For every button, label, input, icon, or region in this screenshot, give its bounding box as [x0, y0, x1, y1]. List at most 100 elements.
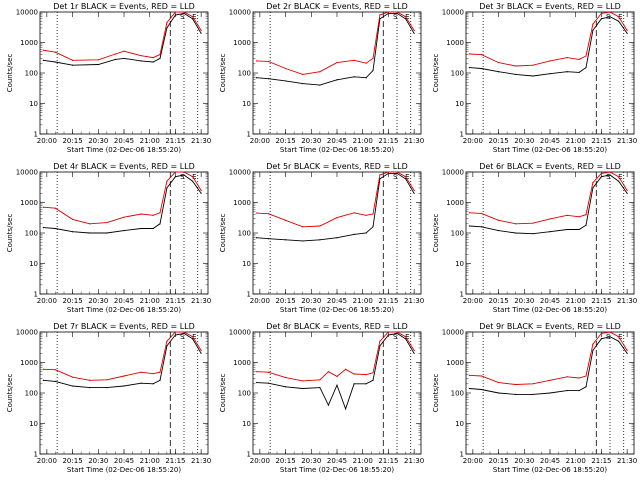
x-tick-label: 20:45 — [540, 137, 560, 145]
y-tick-label: 1000 — [233, 359, 251, 367]
y-tick-label: 10000 — [229, 169, 251, 177]
lld-series-line — [256, 11, 415, 75]
detector-panel: Det 7r BLACK = Events, RED = LLD 1 10 100 10… — [0, 320, 213, 480]
lld-point — [319, 379, 321, 381]
lld-point — [336, 216, 338, 219]
x-tick-label: 20:00 — [37, 137, 57, 145]
lld-point — [365, 374, 367, 376]
plot-frame — [465, 171, 635, 295]
lld-point — [183, 11, 185, 13]
y-tick-label: 10 — [455, 420, 464, 428]
events-series-line — [256, 12, 415, 86]
x-tick-label: 20:15 — [62, 457, 82, 465]
plot-frame — [252, 331, 422, 455]
chart-title: Det 2r BLACK = Events, RED = LLD — [266, 2, 408, 11]
x-tick-label: 21:15 — [591, 137, 611, 145]
y-axis-label: Counts/sec — [6, 54, 14, 93]
lld-point — [396, 171, 398, 173]
lld-point — [404, 176, 407, 178]
events-point — [191, 338, 194, 340]
lld-point — [372, 372, 374, 374]
y-tick-label: 1 — [460, 451, 464, 459]
plot-frame — [39, 171, 209, 295]
lld-series-line — [256, 171, 415, 228]
x-axis-label: Start Time (02-Dec-06 18:55:20) — [493, 466, 607, 474]
events-point — [140, 60, 142, 62]
chart-title: Det 8r BLACK = Events, RED = LLD — [266, 322, 408, 331]
x-tick-label: 20:15 — [488, 137, 508, 145]
lld-point — [174, 11, 177, 13]
lld-point — [42, 49, 45, 51]
events-series-line — [469, 16, 628, 77]
events-point — [353, 76, 355, 78]
events-point — [592, 29, 594, 31]
x-tick-label: 20:30 — [301, 297, 321, 305]
events-point — [152, 383, 154, 385]
events-point — [365, 232, 367, 234]
chart-title: Det 5r BLACK = Events, RED = LLD — [266, 162, 408, 171]
lld-point — [327, 371, 330, 373]
lld-point — [480, 375, 483, 377]
chart-svg: Det 8r BLACK = Events, RED = LLD 1 10 100 10… — [219, 322, 424, 474]
y-tick-label: 10 — [242, 100, 251, 108]
lld-point — [123, 216, 125, 218]
lld-point — [54, 369, 57, 371]
events-point — [404, 338, 407, 340]
events-point — [284, 386, 287, 388]
events-point — [600, 18, 603, 20]
annotation-label: E — [192, 333, 196, 341]
events-point — [468, 387, 471, 390]
lld-point — [468, 212, 471, 214]
lld-point — [365, 214, 367, 216]
lld-point — [353, 59, 355, 61]
x-tick-label: 20:15 — [488, 457, 508, 465]
x-tick-label: 20:00 — [463, 137, 483, 145]
lld-point — [578, 377, 580, 379]
events-point — [123, 57, 125, 60]
x-tick-label: 20:45 — [540, 297, 560, 305]
events-point — [396, 172, 398, 174]
events-point — [549, 73, 551, 75]
annotation-label: E — [192, 13, 196, 21]
lld-point — [302, 73, 304, 75]
chart-svg: Det 3r BLACK = Events, RED = LLD 1 10 100 10… — [432, 2, 637, 154]
y-tick-label: 1000 — [20, 199, 38, 207]
events-series-line — [469, 336, 628, 395]
lld-point — [123, 50, 125, 52]
lld-point — [480, 54, 483, 56]
lld-point — [302, 380, 304, 382]
y-axis-label: Counts/sec — [219, 374, 227, 413]
events-point — [480, 226, 483, 228]
lld-point — [497, 219, 500, 221]
lld-point — [396, 331, 398, 333]
events-point — [497, 392, 500, 394]
x-tick-label: 21:00 — [140, 297, 160, 305]
events-point — [372, 226, 374, 228]
y-tick-label: 100 — [238, 390, 251, 398]
annotation-label: E — [192, 173, 196, 181]
y-tick-label: 10000 — [442, 169, 464, 177]
lld-point — [152, 56, 154, 59]
chart-svg: Det 1r BLACK = Events, RED = LLD 1 10 100 10… — [6, 2, 211, 154]
y-tick-label: 1000 — [20, 39, 38, 47]
events-point — [71, 231, 74, 233]
lld-series-line — [256, 331, 415, 382]
lld-point — [255, 60, 258, 62]
annotation-label: E — [618, 173, 622, 181]
lld-point — [284, 219, 287, 221]
events-point — [549, 231, 551, 233]
x-tick-label: 21:30 — [404, 457, 424, 465]
events-point — [174, 14, 177, 16]
events-point — [114, 58, 117, 60]
chart-svg: Det 6r BLACK = Events, RED = LLD 1 10 100 10… — [432, 162, 637, 314]
events-point — [302, 387, 304, 390]
lld-point — [566, 214, 568, 216]
x-tick-label: 21:30 — [191, 137, 211, 145]
x-tick-label: 21:30 — [617, 297, 637, 305]
y-tick-label: 10 — [29, 260, 38, 268]
lld-series-line — [43, 331, 202, 381]
events-point — [600, 176, 603, 178]
lld-point — [626, 349, 628, 351]
events-point — [183, 174, 185, 176]
lld-point — [191, 16, 194, 18]
